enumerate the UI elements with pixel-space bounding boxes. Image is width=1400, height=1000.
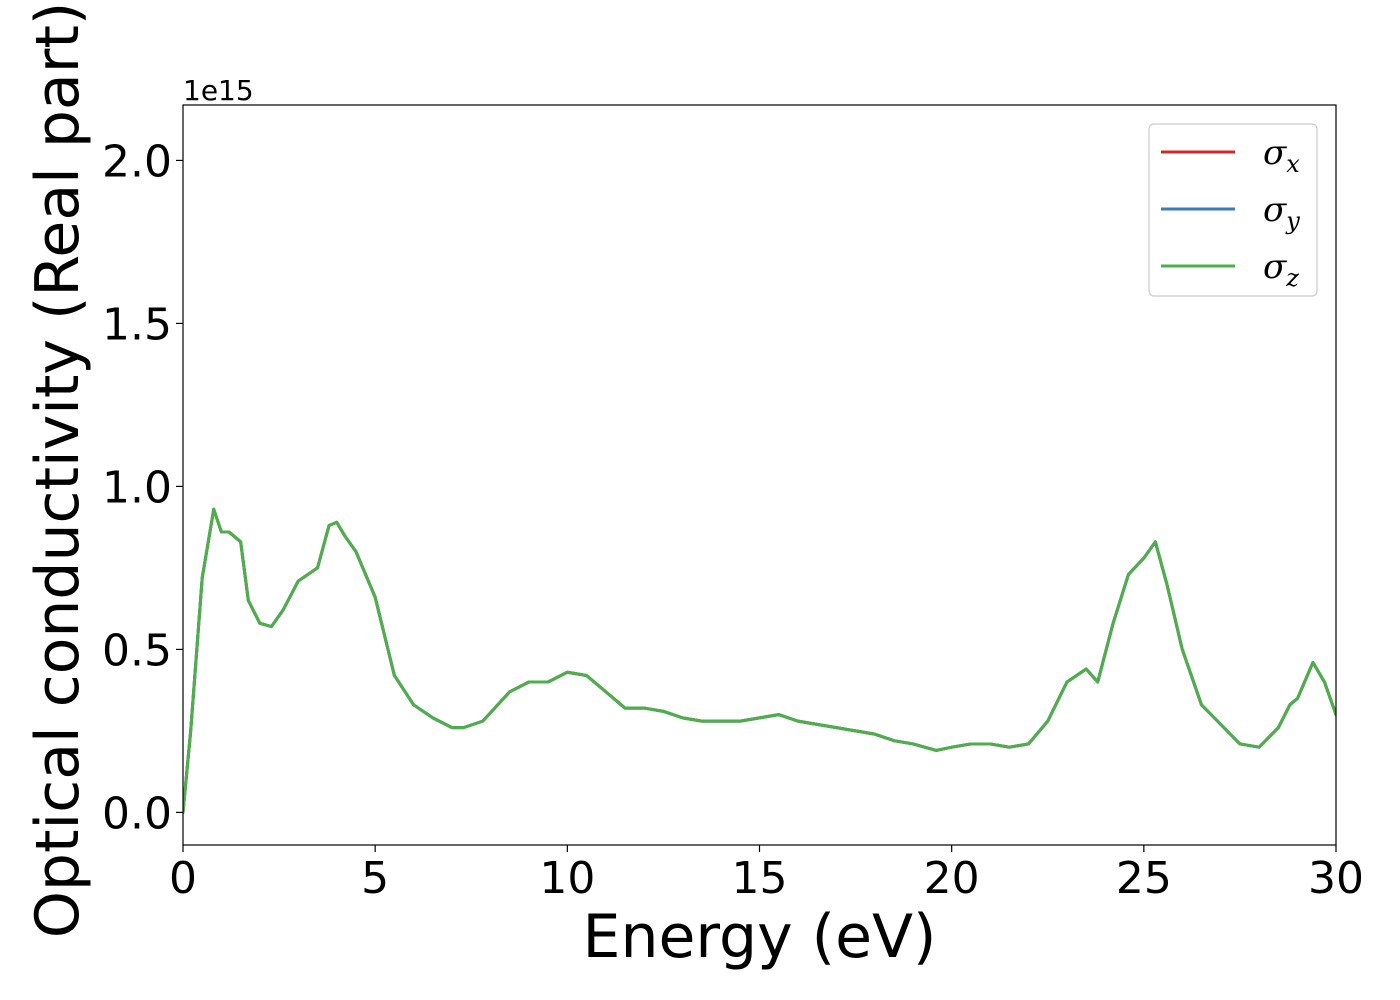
x-tick-label: 15 — [732, 853, 788, 904]
y-tick-label: 0.0 — [102, 788, 172, 839]
series-line-z — [183, 507, 1336, 814]
x-tick-label: 25 — [1116, 853, 1172, 904]
y-offset-label: 1e15 — [183, 74, 254, 107]
x-tick-label: 5 — [361, 853, 389, 904]
x-tick-label: 10 — [539, 853, 595, 904]
y-axis-title: Optical conductivity (Real part) — [23, 2, 93, 939]
legend-label-x: σx — [1263, 133, 1300, 178]
x-axis-title: Energy (eV) — [583, 902, 937, 972]
x-tick-label: 20 — [924, 853, 980, 904]
legend: σx σy σz — [1148, 123, 1318, 297]
series-layer — [183, 507, 1336, 814]
x-axis-ticks: 0 5 10 15 20 25 30 — [169, 845, 1364, 904]
y-tick-label: 1.0 — [102, 462, 172, 513]
legend-label-z: σz — [1263, 247, 1299, 292]
x-tick-label: 30 — [1308, 853, 1364, 904]
legend-label-y: σy — [1263, 190, 1300, 235]
y-tick-label: 2.0 — [102, 136, 172, 187]
x-tick-label: 0 — [169, 853, 197, 904]
y-tick-label: 0.5 — [102, 625, 172, 676]
y-axis-ticks: 0.0 0.5 1.0 1.5 2.0 — [102, 136, 183, 839]
y-tick-label: 1.5 — [102, 299, 172, 350]
